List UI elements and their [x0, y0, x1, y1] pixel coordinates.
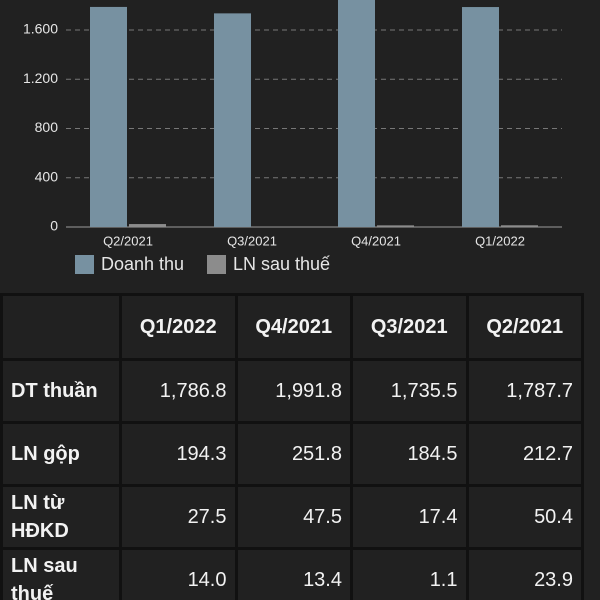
- y-tick-label: 1.200: [23, 70, 58, 86]
- column-header: Q2/2021: [465, 293, 584, 361]
- cell: 17.4: [350, 484, 469, 550]
- legend-swatch: [75, 255, 94, 274]
- x-tick-label: Q2/2021: [103, 233, 153, 248]
- cell: 47.5: [234, 484, 353, 550]
- cell: 13.4: [234, 547, 353, 600]
- y-tick-label: 800: [35, 119, 59, 135]
- x-tick-label: Q1/2022: [475, 233, 525, 248]
- bar: [462, 7, 499, 227]
- chart: 0 400 800 1.200 1.600 Q2/2021 Q3/2021 Q4/2021 Q1…: [23, 0, 562, 274]
- cell: 194.3: [119, 421, 238, 487]
- bar: [129, 224, 166, 227]
- x-tick-label: Q3/2021: [227, 233, 277, 248]
- row-label: DT thuần: [0, 358, 122, 424]
- corner-cell: [0, 293, 122, 361]
- data-table: Q1/2022 Q4/2021 Q3/2021 Q2/2021 DT thuần 1,78…: [0, 293, 584, 600]
- y-tick-label: 1.600: [23, 21, 58, 37]
- row-label: LN sau thuế: [0, 547, 122, 600]
- cell: 1,735.5: [350, 358, 469, 424]
- legend-label: Doanh thu: [101, 254, 184, 274]
- bar: [338, 0, 375, 228]
- y-tick-label: 0: [50, 218, 58, 234]
- legend-swatch: [207, 255, 226, 274]
- cell: 1,787.7: [465, 358, 584, 424]
- cell: 14.0: [119, 547, 238, 600]
- legend-label: LN sau thuế: [233, 254, 330, 274]
- table-row: DT thuần 1,786.8 1,991.8 1,735.5 1,787.7: [0, 358, 584, 424]
- cell: 212.7: [465, 421, 584, 487]
- bar: [214, 13, 251, 227]
- cell: 23.9: [465, 547, 584, 600]
- bar: [501, 225, 538, 227]
- cell: 251.8: [234, 421, 353, 487]
- cell: 184.5: [350, 421, 469, 487]
- table-row: LN từ HĐKD 27.5 47.5 17.4 50.4: [0, 484, 584, 550]
- column-header: Q3/2021: [350, 293, 469, 361]
- cell: 50.4: [465, 484, 584, 550]
- header-row: Q1/2022 Q4/2021 Q3/2021 Q2/2021: [0, 293, 584, 361]
- cell: 27.5: [119, 484, 238, 550]
- x-tick-label: Q4/2021: [351, 233, 401, 248]
- row-label: LN từ HĐKD: [0, 484, 122, 550]
- bar: [377, 225, 414, 227]
- row-label: LN gộp: [0, 421, 122, 487]
- table-row: LN gộp 194.3 251.8 184.5 212.7: [0, 421, 584, 487]
- cell: 1.1: [350, 547, 469, 600]
- column-header: Q1/2022: [119, 293, 238, 361]
- bar: [90, 6, 127, 228]
- column-header: Q4/2021: [234, 293, 353, 361]
- cell: 1,786.8: [119, 358, 238, 424]
- cell: 1,991.8: [234, 358, 353, 424]
- table-row: LN sau thuế 14.0 13.4 1.1 23.9: [0, 547, 584, 600]
- y-tick-label: 400: [35, 168, 59, 184]
